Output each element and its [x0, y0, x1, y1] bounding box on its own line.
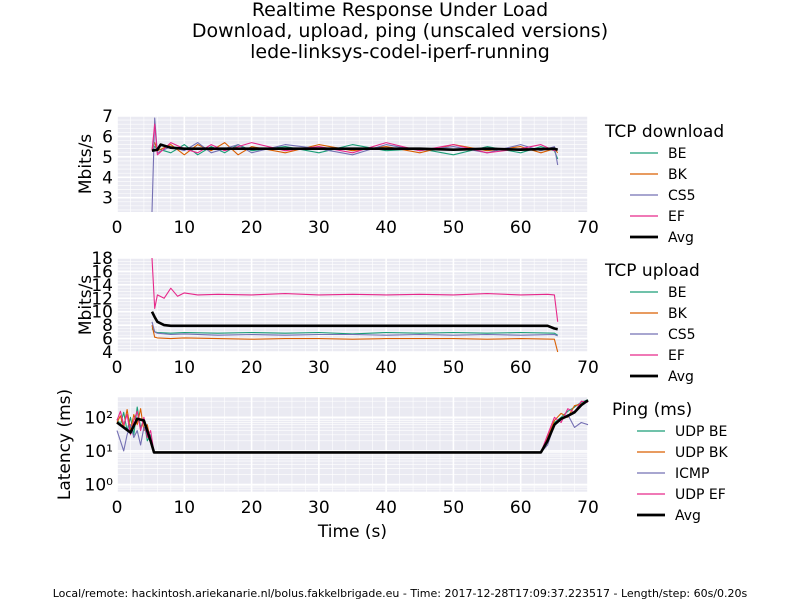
y-tick-label: 18 — [91, 249, 113, 269]
y-axis-label: Mbits/s — [76, 275, 96, 335]
legend-title: Ping (ms) — [612, 400, 692, 420]
x-tick-label: 50 — [443, 498, 465, 518]
legend-label: BK — [668, 306, 688, 322]
legend-title: TCP upload — [604, 261, 700, 281]
y-tick-label: 4 — [102, 168, 113, 188]
series-line-avg — [150, 311, 558, 331]
x-tick-label: 40 — [375, 358, 397, 378]
plot-area-1 — [117, 116, 588, 212]
x-tick-label: 70 — [577, 498, 599, 518]
series-line-avg — [116, 399, 589, 454]
x-tick-label: 50 — [443, 218, 465, 238]
x-tick-label: 60 — [510, 358, 532, 378]
legend-label: EF — [668, 348, 685, 364]
x-tick-label: 20 — [241, 358, 263, 378]
chart-title-line-3: lede-linksys-codel-iperf-running — [250, 41, 550, 63]
legend-label: UDP BK — [675, 445, 729, 461]
x-tick-label: 50 — [443, 358, 465, 378]
legend-label: Avg — [668, 230, 694, 246]
legend-label: BE — [668, 285, 686, 301]
x-tick-label: 60 — [510, 218, 532, 238]
x-tick-label: 10 — [173, 498, 195, 518]
footer-text: Local/remote: hackintosh.ariekanarie.nl/… — [53, 587, 748, 600]
y-tick-label: 6 — [102, 330, 113, 350]
x-tick-label: 0 — [112, 498, 123, 518]
legend-label: Avg — [668, 369, 694, 385]
legend-3: Ping (ms) UDP BE UDP BK ICMP UDP EF Avg — [612, 400, 729, 524]
x-tick-label: 20 — [241, 498, 263, 518]
x-tick-label: 30 — [308, 498, 330, 518]
series-line-bk — [151, 324, 559, 353]
legend-label: Avg — [675, 508, 701, 524]
chart-title-line-2: Download, upload, ping (unscaled version… — [192, 20, 608, 42]
x-tick-label: 10 — [173, 218, 195, 238]
y-tick-label: 5 — [102, 148, 113, 168]
y-tick-label: 6 — [102, 127, 113, 147]
y-axis-label: Latency (ms) — [55, 389, 75, 500]
y-tick-label: 10¹ — [85, 442, 113, 462]
x-tick-label: 70 — [577, 358, 599, 378]
y-tick-label: 12 — [91, 289, 113, 309]
series-line-cs5 — [151, 321, 558, 337]
y-tick-label: 3 — [102, 189, 113, 209]
y-tick-label: 16 — [91, 262, 113, 282]
x-tick-label: 30 — [308, 358, 330, 378]
y-tick-label: 8 — [102, 316, 113, 336]
chart-title-line-1: Realtime Response Under Load — [252, 0, 548, 21]
legend-label: UDP EF — [675, 487, 726, 503]
x-tick-label: 30 — [308, 218, 330, 238]
x-tick-label: 20 — [241, 218, 263, 238]
x-tick-label: 0 — [112, 358, 123, 378]
y-axis-label: Mbits/s — [76, 134, 96, 194]
legend-2: TCP upload BE BK CS5 EF Avg — [604, 261, 700, 385]
x-tick-label: 40 — [375, 498, 397, 518]
series-line-ef — [151, 257, 559, 322]
y-tick-label: 7 — [102, 107, 113, 127]
x-tick-label: 60 — [510, 498, 532, 518]
x-tick-label: 70 — [577, 218, 599, 238]
legend-label: UDP BE — [675, 424, 727, 440]
legend-label: CS5 — [668, 188, 696, 204]
x-tick-label: 40 — [375, 218, 397, 238]
legend-label: BK — [668, 167, 688, 183]
y-tick-label: 10² — [85, 408, 113, 428]
x-axis-label: Time (s) — [317, 522, 387, 542]
plot-area-3 — [117, 397, 588, 492]
y-tick-label: 10⁰ — [85, 476, 114, 496]
legend-title: TCP download — [604, 122, 724, 142]
panel-3: 10⁰ 10¹ 10² 0 10 20 30 40 50 60 70 Latency (ms) Time… — [55, 389, 729, 542]
series-line-be — [151, 144, 559, 160]
x-tick-label: 10 — [173, 358, 195, 378]
y-tick-label: 10 — [91, 303, 113, 323]
legend-label: EF — [668, 209, 685, 225]
series-line-be — [151, 328, 558, 336]
series-line-avg — [151, 143, 559, 152]
x-tick-label: 0 — [112, 218, 123, 238]
legend-1: TCP download BE BK CS5 EF Avg — [604, 122, 724, 246]
legend-label: CS5 — [668, 327, 696, 343]
y-tick-label: 14 — [91, 276, 113, 296]
legend-label: ICMP — [675, 466, 709, 482]
legend-label: BE — [668, 146, 686, 162]
y-tick-label: 4 — [102, 343, 113, 363]
